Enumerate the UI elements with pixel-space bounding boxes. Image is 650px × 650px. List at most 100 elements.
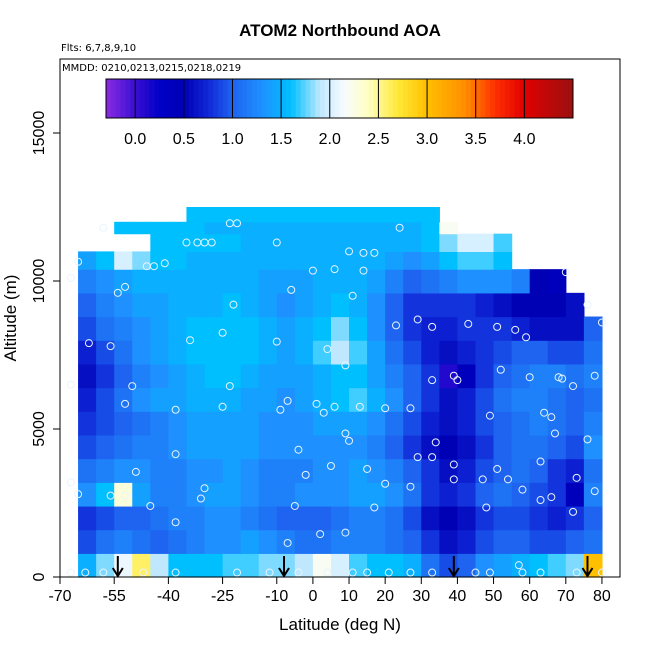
sample-point xyxy=(590,371,599,380)
heatmap-cell xyxy=(276,505,296,531)
heatmap-cell xyxy=(421,251,440,270)
colorbar-swatch xyxy=(281,79,287,118)
sample-point xyxy=(359,266,368,275)
heatmap-cell xyxy=(276,221,296,235)
heatmap-cell xyxy=(294,529,314,554)
heatmap-cell xyxy=(222,553,242,578)
heatmap-cell xyxy=(475,505,495,531)
colorbar-swatch xyxy=(305,79,311,118)
sample-point xyxy=(171,518,180,527)
heatmap-cell xyxy=(583,411,603,436)
heatmap-cell xyxy=(493,363,513,389)
sample-point xyxy=(265,568,274,577)
sample-point xyxy=(395,223,404,232)
heatmap-cell xyxy=(186,553,206,578)
heatmap-cell xyxy=(294,292,314,318)
sample-point xyxy=(392,321,400,330)
colorbar-swatch xyxy=(164,79,170,118)
heatmap-cell xyxy=(168,482,188,507)
heatmap-cell xyxy=(330,458,350,483)
heatmap-cell xyxy=(529,269,549,294)
colorbar-tick-label: 2.0 xyxy=(319,131,341,148)
heatmap-cell xyxy=(511,434,531,460)
heatmap-cell xyxy=(475,363,495,389)
heatmap-cell xyxy=(114,434,133,460)
latitude-arrow xyxy=(447,556,460,578)
sample-point xyxy=(149,262,158,271)
heatmap-cell xyxy=(583,363,603,389)
sample-point xyxy=(345,436,354,445)
heatmap-cell xyxy=(204,233,224,252)
heatmap-cell xyxy=(258,458,278,483)
heatmap-cell xyxy=(150,251,169,270)
heatmap-cell xyxy=(258,505,278,531)
heatmap-cell xyxy=(403,411,422,436)
colorbar-swatch xyxy=(125,79,131,118)
heatmap-cell xyxy=(439,363,459,389)
heatmap-cell xyxy=(385,363,404,389)
heatmap-cell xyxy=(547,292,567,318)
heatmap-cell xyxy=(367,482,386,507)
colorbar-swatch xyxy=(534,79,540,118)
heatmap-cell xyxy=(186,363,206,389)
heatmap-cell xyxy=(258,340,278,365)
heatmap-cell xyxy=(547,505,567,531)
heatmap-cell xyxy=(222,292,242,318)
colorbar-swatch xyxy=(495,79,501,118)
heatmap-cell xyxy=(457,411,477,436)
heatmap-cell xyxy=(276,251,296,270)
sample-points xyxy=(66,219,606,577)
heatmap-cell xyxy=(475,387,495,412)
heatmap-cell xyxy=(312,387,332,412)
heatmap-cell xyxy=(240,482,260,507)
sample-point xyxy=(363,568,372,577)
sample-point xyxy=(229,300,238,309)
heatmap-cell xyxy=(403,553,422,578)
heatmap-cell xyxy=(330,434,350,460)
heatmap-cell xyxy=(457,458,477,483)
sample-point xyxy=(348,568,357,577)
heatmap-cell xyxy=(96,340,115,365)
sample-point xyxy=(518,568,527,577)
heatmap-cell xyxy=(168,316,188,341)
colorbar-swatch xyxy=(378,79,384,118)
heatmap-cell xyxy=(457,340,477,365)
heatmap-cell xyxy=(240,411,260,436)
heatmap-cell xyxy=(312,482,332,507)
heatmap-cell xyxy=(222,221,242,235)
heatmap-cell xyxy=(78,458,97,483)
heatmap-cell xyxy=(294,434,314,460)
heatmap-cell xyxy=(421,411,440,436)
heatmap-cell xyxy=(367,233,386,252)
heatmap-cell xyxy=(222,387,242,412)
heatmap-cell xyxy=(294,458,314,483)
colorbar-swatch xyxy=(290,79,297,118)
colorbar-swatch xyxy=(431,79,438,118)
colorbar-swatch xyxy=(320,79,326,118)
heatmap-cell xyxy=(529,387,549,412)
heatmap-cell xyxy=(114,387,133,412)
colorbar-swatch xyxy=(130,79,136,118)
sample-point xyxy=(182,238,191,247)
heatmap-cell xyxy=(240,251,260,270)
sample-point xyxy=(525,373,534,382)
colorbar-tick-label: 3.0 xyxy=(416,131,438,148)
heatmap-cell xyxy=(150,292,169,318)
colorbar-tick-label: 0.0 xyxy=(124,131,146,148)
heatmap-cell xyxy=(439,387,459,412)
heatmap-cell xyxy=(493,505,513,531)
heatmap-cell xyxy=(367,529,386,554)
heatmap-cell xyxy=(475,482,495,507)
heatmap-cell xyxy=(493,340,513,365)
heatmap-cell xyxy=(330,387,350,412)
heatmap-cell xyxy=(168,411,188,436)
sample-point xyxy=(569,507,578,516)
colorbar-swatch xyxy=(412,79,418,118)
sample-point xyxy=(283,538,292,547)
x-tick-label: -40 xyxy=(157,588,180,605)
heatmap-cell xyxy=(168,553,188,578)
heatmap-cell xyxy=(529,529,549,554)
sample-point xyxy=(283,396,292,405)
sample-point xyxy=(99,568,108,577)
heatmap-cell xyxy=(385,458,404,483)
